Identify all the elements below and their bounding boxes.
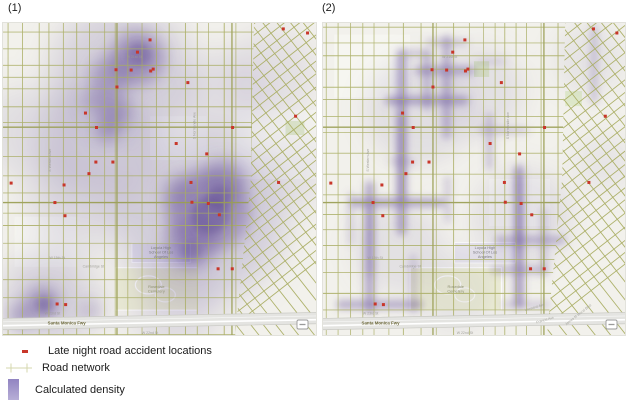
svg-text:Angeles: Angeles [478,254,492,259]
svg-text:W 22nd St: W 22nd St [457,331,473,335]
panel-1-label: (1) [8,2,22,14]
panel-2-label: (2) [322,2,336,14]
legend-item-accidents: Late night road accident locations [8,345,212,357]
accident-points-layer-1 [9,27,310,307]
legend-item-road-network: Road network [2,362,110,374]
road-network-layer-2 [322,22,626,336]
basemap-corner-icon-2 [605,319,618,330]
svg-text:Cemetery: Cemetery [148,289,165,294]
svg-text:Rosedale: Rosedale [448,284,464,289]
svg-text:Angeles: Angeles [154,254,168,259]
svg-text:W 15th St: W 15th St [49,256,64,260]
svg-text:School Of Los: School Of Los [149,249,173,254]
svg-text:Santa Monica Fwy: Santa Monica Fwy [362,320,401,325]
svg-text:Francis Ave: Francis Ave [536,316,555,325]
svg-text:Cemetery: Cemetery [447,289,464,294]
svg-text:Cambridge St: Cambridge St [83,265,104,269]
freeway-band-1 [2,312,317,331]
svg-text:W 21st St: W 21st St [442,55,457,59]
svg-text:S Western Ave: S Western Ave [48,149,52,172]
legend-item-accidents-label: Late night road accident locations [48,345,212,357]
map-panel-kernel-density: Loyola High School Of Los Angeles Rosedale C… [2,22,317,336]
legend-item-density-label: Calculated density [35,383,125,396]
map-panel-network-density: Loyola High School Of Los Angeles Rosedale C… [322,22,626,336]
accident-points-layer-2 [329,27,619,307]
road-network-icon [6,363,32,373]
svg-text:W 22nd St: W 22nd St [142,331,158,335]
svg-text:Santa Monica Fwy: Santa Monica Fwy [48,320,87,325]
svg-text:W 23rd St: W 23rd St [45,312,61,316]
svg-text:Loyola High: Loyola High [475,245,496,250]
svg-text:S Normandie Ave: S Normandie Ave [506,112,510,139]
freeway-band-2 [322,312,626,331]
legend-item-density: Calculated density [8,379,125,400]
svg-text:S Normandie Ave: S Normandie Ave [193,112,197,139]
svg-text:W 21st St: W 21st St [127,55,142,59]
svg-text:W 23rd St: W 23rd St [363,312,379,316]
svg-text:W 15th St: W 15th St [368,256,383,260]
svg-text:Loyola High: Loyola High [151,245,172,250]
basemap-corner-icon-1 [296,319,309,330]
accident-point-icon [22,349,28,353]
legend-item-road-network-label: Road network [42,362,110,374]
svg-text:Cambridge St: Cambridge St [399,265,420,269]
svg-text:Rosedale: Rosedale [148,284,164,289]
svg-text:Leeward Ave: Leeward Ave [524,303,545,312]
svg-text:S Western Ave: S Western Ave [366,149,370,172]
density-swatch-icon [8,379,19,400]
svg-text:School Of Los: School Of Los [473,249,497,254]
